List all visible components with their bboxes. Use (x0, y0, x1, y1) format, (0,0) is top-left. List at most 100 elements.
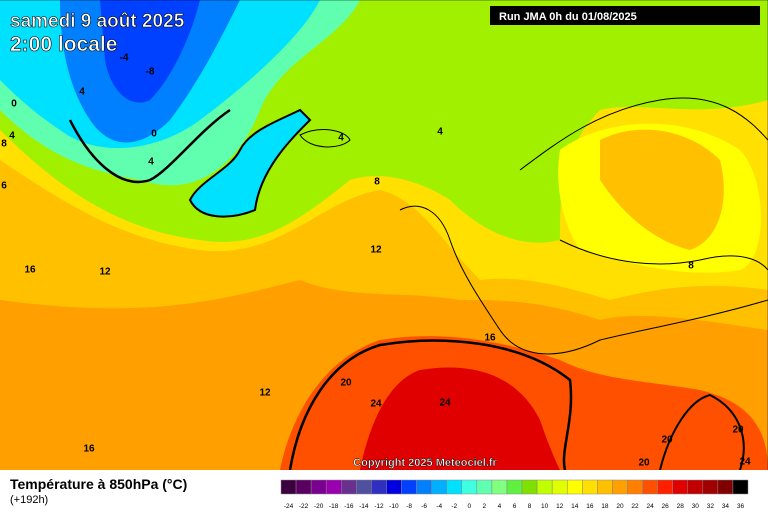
legend-swatch (491, 479, 508, 495)
legend-swatch (386, 479, 402, 495)
footer-title: Température à 850hPa (°C) (10, 476, 187, 492)
contour-label: 4 (9, 131, 15, 142)
contour-label: 16 (24, 265, 36, 276)
contour-label: 6 (1, 181, 7, 192)
legend-swatch (717, 479, 734, 495)
legend-swatch (356, 479, 372, 495)
legend-label: -14 (359, 503, 369, 510)
legend-label: 26 (662, 503, 670, 510)
contour-label: -8 (146, 67, 155, 78)
twenty-contour (288, 339, 573, 471)
zone-hottest (360, 367, 560, 470)
contour-label: 20 (732, 425, 744, 436)
legend-label: 20 (616, 503, 624, 510)
legend-label: 12 (556, 503, 564, 510)
contour-label: 12 (99, 267, 111, 278)
legend-swatch (642, 479, 658, 495)
legend-swatch (416, 479, 432, 495)
legend-swatch (597, 479, 613, 495)
legend-swatch (687, 479, 704, 495)
legend-label: 32 (707, 503, 715, 510)
legend-swatch (461, 479, 478, 495)
contour-label: 0 (11, 99, 17, 110)
contour-label: 4 (437, 127, 443, 138)
twenty-contour-east (659, 393, 745, 471)
legend-swatch (401, 479, 417, 495)
legend-swatch (521, 479, 538, 495)
europe-coast (399, 97, 768, 355)
legend-swatch (280, 479, 297, 495)
time-label: 2:00 locale (10, 33, 117, 56)
legend-label: 22 (631, 503, 639, 510)
legend-label: -10 (389, 503, 399, 510)
lead-time: (+192h) (10, 494, 48, 506)
contour-label: 8 (1, 139, 7, 150)
legend-label: -22 (299, 503, 309, 510)
legend-swatch (612, 479, 628, 495)
contour-label: 4 (338, 133, 344, 144)
contour-label: 12 (259, 388, 271, 399)
contour-label: 4 (79, 87, 85, 98)
zone-scandinavia-warm (600, 129, 724, 250)
legend-swatch (582, 479, 598, 495)
contour-label: 0 (151, 129, 157, 140)
legend-label: -20 (314, 503, 324, 510)
legend-label: -16 (344, 503, 354, 510)
legend-label: -4 (436, 503, 442, 510)
legend-swatch (732, 479, 749, 495)
legend-label: 28 (677, 503, 685, 510)
legend-label: -12 (374, 503, 384, 510)
contour-label: 24 (439, 398, 451, 409)
legend-label: 16 (586, 503, 594, 510)
legend-label: 2 (483, 503, 487, 510)
iceland-coast (299, 129, 351, 148)
legend-swatch (702, 479, 719, 495)
contour-label: 20 (661, 435, 673, 446)
legend-label: -8 (406, 503, 412, 510)
run-label: Run JMA 0h du 01/08/2025 (499, 11, 637, 23)
contour-label: 20 (638, 458, 650, 469)
legend-label: -2 (451, 503, 457, 510)
contour-label: 16 (83, 444, 95, 455)
legend-swatch (476, 479, 493, 495)
run-box (490, 6, 760, 25)
legend-label: 6 (513, 503, 517, 510)
legend-label: 34 (722, 503, 730, 510)
legend-label: 10 (541, 503, 549, 510)
legend-swatch (431, 479, 447, 495)
copyright: Copyright 2025 Meteociel.fr (353, 457, 497, 469)
contour-label: 4 (148, 157, 154, 168)
legend-swatch (657, 479, 673, 495)
legend-label: 18 (601, 503, 609, 510)
contour-label: 24 (739, 457, 751, 468)
contour-label: 20 (340, 378, 352, 389)
contour-label: -4 (120, 53, 129, 64)
legend-label: 0 (467, 503, 471, 510)
legend-label: 14 (571, 503, 579, 510)
zero-contour (68, 108, 231, 184)
legend-label: 4 (498, 503, 502, 510)
legend-swatch (672, 479, 688, 495)
legend-swatch (341, 479, 357, 495)
legend-swatch (627, 479, 643, 495)
legend-label: -6 (421, 503, 427, 510)
contour-label: 16 (484, 333, 496, 344)
zone-coldest (100, 0, 200, 103)
legend-label: 24 (646, 503, 654, 510)
legend-label: 36 (737, 503, 745, 510)
legend-label: 30 (692, 503, 700, 510)
legend-swatch (506, 479, 523, 495)
legend-swatch (551, 479, 568, 495)
contour-label: 12 (370, 245, 382, 256)
contour-label: 8 (688, 261, 694, 272)
greenland-contour (188, 108, 312, 218)
legend-label: -24 (284, 503, 294, 510)
legend-swatch (566, 479, 583, 495)
contour-label: 24 (370, 399, 382, 410)
contour-label: 8 (374, 177, 380, 188)
legend-label: -18 (329, 503, 339, 510)
legend-label: 8 (528, 503, 532, 510)
legend-swatch (536, 479, 553, 495)
